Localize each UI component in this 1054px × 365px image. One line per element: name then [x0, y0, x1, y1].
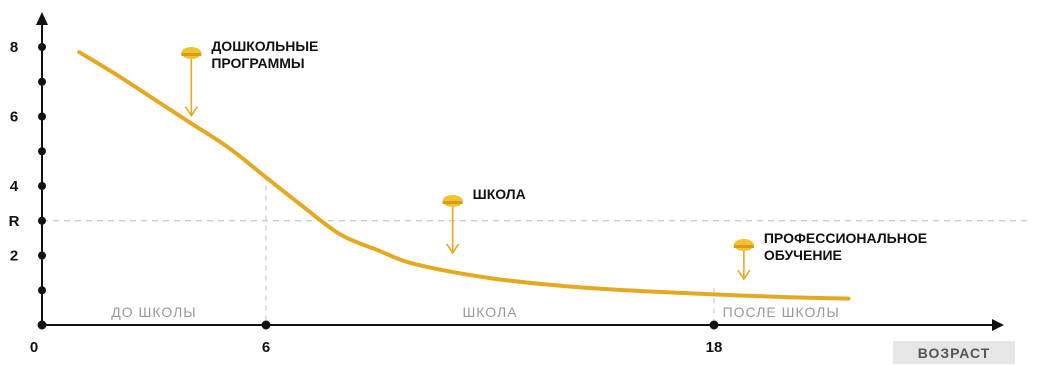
period-label: ШКОЛА [462, 304, 517, 320]
x-axis-arrow [992, 319, 1004, 331]
x-tick [709, 320, 719, 330]
y-tick-label: 8 [10, 39, 18, 56]
y-tick [38, 216, 46, 225]
x-axis-title: ВОЗРАСТ [918, 345, 991, 361]
y-tick-label: R [9, 213, 20, 230]
annotation-label: ШКОЛА [473, 186, 526, 202]
annotation-label: ПРОГРАММЫ [211, 55, 304, 71]
y-tick [38, 251, 46, 260]
annotation-arrowhead [737, 269, 751, 281]
period-label: ДО ШКОЛЫ [111, 304, 196, 320]
annotation-arrowhead [446, 243, 460, 255]
annotation-label: ПРОФЕССИОНАЛЬНОЕ [764, 230, 927, 246]
y-tick-label: 2 [10, 248, 18, 265]
x-tick-label: 6 [262, 339, 270, 356]
period-label: ПОСЛЕ ШКОЛЫ [723, 304, 840, 320]
y-tick [38, 43, 46, 51]
x-axis-title-box [893, 341, 1015, 364]
y-tick [38, 182, 46, 190]
annotation-marker-band [442, 201, 463, 204]
y-tick-label: 6 [10, 109, 18, 126]
annotation-label: ОБУЧЕНИЕ [764, 247, 842, 263]
x-tick [261, 320, 271, 330]
annotation-arrowhead [184, 106, 198, 118]
x-tick [37, 320, 47, 330]
y-tick [38, 77, 46, 86]
annotation-marker-band [733, 245, 754, 248]
y-axis-arrow [36, 12, 48, 25]
y-tick [38, 286, 46, 295]
x-tick-label: 18 [706, 339, 723, 356]
y-tick [38, 147, 46, 156]
annotation-label: ДОШКОЛЬНЫЕ [211, 38, 318, 54]
series-line [77, 50, 851, 301]
annotation-marker-band [181, 53, 202, 56]
x-tick-label: 0 [30, 339, 38, 356]
y-tick-label: 4 [10, 178, 19, 195]
y-tick [38, 112, 46, 121]
